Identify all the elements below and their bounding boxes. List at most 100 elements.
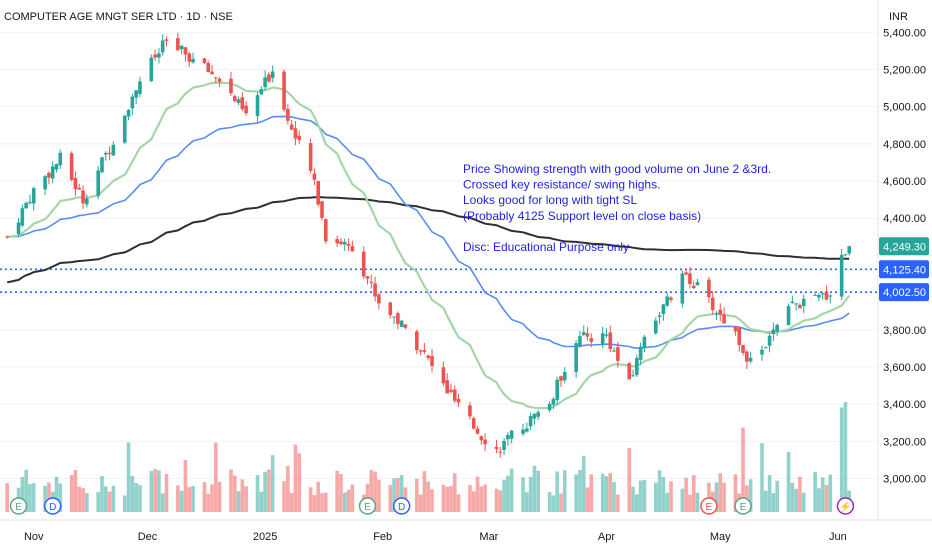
candle-body <box>85 198 89 205</box>
y-tick-label: 4,600.00 <box>883 176 926 188</box>
candle-body <box>498 451 503 453</box>
candle-body <box>718 309 723 315</box>
candle-body <box>547 403 552 411</box>
volume-bar <box>396 478 400 512</box>
candle-body <box>532 413 537 419</box>
event-marker-label: D <box>49 502 56 513</box>
volume-bar <box>661 476 666 512</box>
event-marker[interactable]: ⚡ <box>836 497 855 515</box>
event-marker[interactable]: D <box>392 497 411 515</box>
candle-body <box>396 313 400 324</box>
candle-body <box>176 38 180 51</box>
candle-body <box>58 152 63 166</box>
candle-body <box>392 316 396 318</box>
volume-bar <box>418 494 423 512</box>
volume-bar <box>600 473 605 512</box>
candle-body <box>528 416 533 427</box>
volume-bar <box>392 478 396 512</box>
candle-body <box>73 177 78 189</box>
volume-bar <box>688 494 692 512</box>
event-marker[interactable]: E <box>9 497 28 515</box>
candle-body <box>323 219 328 242</box>
event-marker[interactable]: E <box>358 497 377 515</box>
candle-body <box>680 273 685 304</box>
annotation-line: (Probably 4125 Support level on close ba… <box>463 209 701 223</box>
volume-bar <box>58 483 63 512</box>
volume-bar <box>843 402 848 512</box>
candle-body <box>733 326 738 332</box>
event-marker[interactable]: E <box>734 497 752 515</box>
candle-body <box>786 306 791 326</box>
candle-body <box>737 327 742 346</box>
time-axis[interactable]: Nov Dec 2025 Feb Mar Apr May Jun <box>24 531 847 543</box>
volume-bar <box>282 481 286 512</box>
x-tick-label: Apr <box>598 531 615 543</box>
price-axis[interactable]: 5,400.00 5,200.00 5,000.00 4,800.00 4,600.00… <box>883 27 926 485</box>
volume-bar <box>509 468 514 512</box>
candle-body <box>426 355 431 359</box>
event-marker-circle <box>700 497 718 515</box>
candle-body <box>452 389 457 401</box>
candle-body <box>551 399 556 405</box>
candle-body <box>843 254 848 256</box>
candle-body <box>578 336 582 347</box>
volume-bar <box>536 470 541 512</box>
volume-bar <box>69 475 74 512</box>
volume-bar <box>138 485 142 512</box>
volume-bar <box>562 470 567 512</box>
volume-bar <box>502 479 506 512</box>
event-marker-label: D <box>398 502 405 513</box>
volume-bar <box>100 476 104 512</box>
candle-body <box>471 418 476 429</box>
candle-body <box>134 90 138 98</box>
candle-body <box>229 78 233 94</box>
event-marker[interactable]: E <box>700 497 718 515</box>
candle-body <box>263 77 267 88</box>
volume-bar <box>794 488 798 512</box>
volume-bar <box>202 482 207 512</box>
candle-body <box>179 45 184 50</box>
candle-body <box>403 324 408 328</box>
volume-bar <box>373 471 377 512</box>
y-tick-label: 4,800.00 <box>883 139 926 151</box>
candle-body <box>449 389 453 392</box>
volume-bar <box>323 492 328 512</box>
price-label-text: 4,249.30 <box>883 241 926 253</box>
volume-bar <box>422 471 427 512</box>
candle-body <box>741 344 745 353</box>
y-tick-label: 3,800.00 <box>883 325 926 337</box>
volume-bar <box>452 473 457 512</box>
candle-body <box>187 53 192 62</box>
volume-bar <box>760 443 764 512</box>
volume-bar <box>767 474 772 512</box>
y-tick-label: 3,200.00 <box>883 436 926 448</box>
candle-body <box>160 40 165 53</box>
candle-body <box>483 439 487 445</box>
moving-averages <box>6 81 851 410</box>
volume-bar <box>581 455 586 512</box>
volume-bar <box>786 451 791 512</box>
price-label-box <box>879 260 929 279</box>
volume-bar <box>551 495 556 512</box>
candle-body <box>164 39 169 41</box>
candle-body <box>456 398 461 403</box>
volume-bar <box>350 484 355 512</box>
volume-bar <box>657 470 662 512</box>
volume-bar <box>445 486 449 512</box>
ema-fast-line <box>7 81 851 410</box>
candle-body <box>31 188 36 204</box>
event-marker[interactable]: D <box>43 497 62 515</box>
volume-bar <box>286 466 290 512</box>
volume-bar <box>684 477 688 512</box>
candle-body <box>16 222 21 235</box>
volume-bar <box>824 484 829 512</box>
volume-bar <box>312 495 317 512</box>
x-tick-label: Jun <box>829 531 847 543</box>
candle-body <box>350 246 355 252</box>
volume-bar <box>289 493 294 512</box>
candle-body <box>820 293 825 295</box>
candlesticks <box>5 32 852 458</box>
candle-body <box>688 273 692 285</box>
annotation-note[interactable]: Price Showing strength with good volume … <box>463 162 771 254</box>
